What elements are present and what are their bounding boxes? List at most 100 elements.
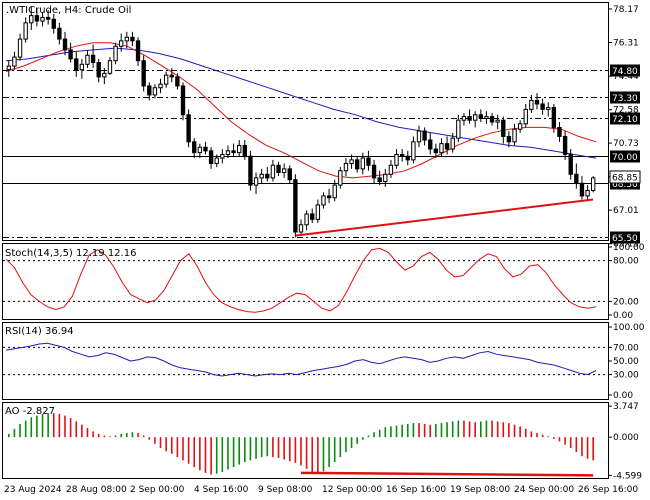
candle-body [163, 74, 169, 85]
candle-body [534, 99, 540, 105]
stoch-title: Stoch(14,3,5) 12.19 12.16 [5, 248, 136, 259]
candle-body [326, 195, 332, 199]
candle-body [332, 184, 337, 199]
candle-body [377, 177, 382, 182]
candle-body [214, 157, 219, 164]
candle-body [68, 49, 73, 60]
current-price-box [609, 170, 641, 184]
candle-body [293, 179, 298, 233]
candle-body [23, 22, 28, 40]
candle-body [281, 168, 287, 173]
candle-body [158, 83, 163, 89]
candle-body [439, 143, 444, 154]
ao-title: AO -2.827 [5, 406, 55, 417]
candle-body [29, 15, 34, 24]
price-tick-label: 78.17 [613, 5, 639, 15]
candle-body [321, 195, 326, 206]
ma-blue-line [5, 47, 597, 159]
candle-body [489, 116, 495, 123]
candle-body [141, 60, 146, 87]
candle-body [259, 173, 264, 179]
stoch-tick-label: 100.00 [613, 243, 645, 253]
time-label: 24 Sep 00:00 [514, 485, 574, 495]
price-tick-label: 74.44 [613, 72, 639, 82]
candle-body [265, 173, 270, 179]
stoch-series-line [5, 247, 597, 313]
time-label: 28 Aug 08:00 [66, 485, 127, 495]
ao-divergence-line [300, 471, 594, 477]
candle-body [175, 76, 180, 87]
price-tick-label: 76.31 [613, 38, 639, 48]
candle-body [253, 177, 259, 186]
candle-body [34, 15, 40, 22]
ao-tick-label: -4.599 [613, 471, 642, 481]
candle-body [40, 16, 45, 22]
price-tick-label: 72.58 [613, 106, 639, 116]
price-frame [2, 2, 609, 241]
candle-body [574, 173, 579, 184]
candle-body [102, 72, 107, 78]
candle-body [506, 135, 512, 143]
level-lines [3, 70, 608, 238]
level-label-box [610, 231, 640, 244]
candle-body [478, 114, 483, 119]
candle-body [444, 143, 450, 150]
level-label: 72.10 [612, 115, 638, 125]
rsi-frame [2, 322, 609, 400]
candle-body [512, 128, 517, 143]
time-label: 9 Sep 08:00 [258, 485, 313, 495]
candle-body [371, 164, 377, 179]
level-label: 74.80 [612, 67, 638, 77]
candle-body [568, 153, 573, 175]
candle-body [152, 87, 158, 96]
candle-body [461, 116, 467, 121]
candle-body [585, 190, 590, 197]
price-tick-label: 70.73 [613, 139, 639, 149]
candle-body [208, 150, 214, 164]
candle-body [360, 157, 365, 170]
level-label-box [610, 64, 640, 77]
candle-body [51, 18, 56, 29]
candle-body [517, 123, 523, 130]
candle-body [394, 153, 399, 166]
stoch-tick-label: 0.00 [613, 311, 633, 321]
candle-body [231, 150, 236, 154]
rsi-line [5, 342, 597, 377]
candle-body [557, 126, 562, 137]
candle-body [411, 141, 416, 161]
candle-body [495, 119, 500, 123]
candles [6, 6, 596, 238]
candle-body [124, 36, 129, 42]
stoch-tick-label: 80.00 [613, 257, 639, 267]
candle-body [591, 177, 596, 192]
candle-body [45, 16, 51, 20]
level-label-box [610, 91, 640, 104]
candle-body [450, 137, 455, 150]
candle-body [405, 155, 410, 161]
candle-body [540, 103, 545, 110]
candle-body [484, 116, 489, 119]
candle-body [579, 182, 585, 197]
candle-body [383, 173, 388, 182]
rsi-tick-label: 30.00 [613, 371, 639, 381]
ao-tick-label: 3.747 [613, 402, 639, 412]
candle-body [96, 62, 101, 78]
candle-body [467, 116, 472, 121]
time-label: 16 Sep 16:00 [386, 485, 446, 495]
candle-body [310, 213, 315, 220]
candle-body [315, 204, 321, 220]
candle-body [562, 135, 568, 155]
candle-body [17, 38, 23, 58]
candle-body [388, 164, 394, 175]
ao-histogram [8, 413, 594, 477]
candle-body [186, 114, 191, 143]
candle-body [456, 119, 461, 139]
candle-body [203, 146, 208, 152]
candle-body [135, 40, 141, 62]
candle-body [501, 119, 506, 137]
level-label-box [610, 112, 640, 125]
candle-body [197, 146, 203, 154]
candle-body [523, 108, 528, 125]
time-label: 26 Sep 16:00 [578, 485, 638, 495]
candle-body [355, 159, 360, 170]
